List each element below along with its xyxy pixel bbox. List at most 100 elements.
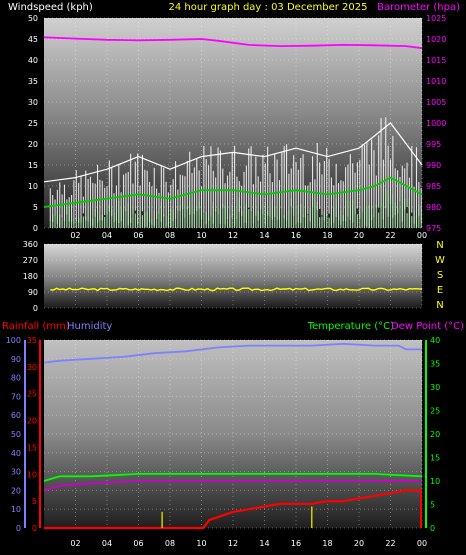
y-right-tick-label: 1015 <box>426 56 446 65</box>
rain-tick-label: 15 <box>27 443 37 452</box>
x-tick-label: 20 <box>354 539 364 548</box>
x-tick-label: 12 <box>228 539 238 548</box>
temperature-tick-label: 20 <box>430 430 440 439</box>
temperature-tick-label: 25 <box>430 407 440 416</box>
y-right-tick-label: 1025 <box>426 14 446 23</box>
x-tick-label: 04 <box>102 231 112 240</box>
compass-label: N <box>436 240 443 251</box>
rain-tick-label: 5 <box>32 497 37 506</box>
temperature-tick-label: 30 <box>430 383 440 392</box>
y-right-tick-label: 985 <box>426 182 441 191</box>
humidity-tick-label: 10 <box>11 505 21 514</box>
compass-label: E <box>437 285 443 296</box>
x-tick-label: 04 <box>102 539 112 548</box>
y-left-tick-label: 45 <box>28 35 38 44</box>
wind-header-label: Windspeed (kph) <box>8 2 93 13</box>
direction-grid <box>44 243 423 309</box>
y-left-tick-label: 25 <box>28 119 38 128</box>
compass-label: N <box>436 300 443 311</box>
y-right-tick-label: 980 <box>426 203 441 212</box>
direction-panel-background <box>44 244 422 308</box>
y-left-tick-label: 15 <box>28 161 38 170</box>
y-left-tick-label: 50 <box>28 14 38 23</box>
rain-tick-label: 25 <box>27 390 37 399</box>
wind-axes: 0510152025303540455097598098599099510001… <box>28 14 447 240</box>
humidity-label: Humidity <box>67 321 112 332</box>
humidity-tick-label: 70 <box>11 392 21 401</box>
x-tick-label: 10 <box>196 539 206 548</box>
humidity-tick-label: 100 <box>6 336 21 345</box>
temperature-line <box>43 472 423 482</box>
x-tick-label: 02 <box>70 231 80 240</box>
rain-tick-label: 30 <box>27 363 37 372</box>
y-right-tick-label: 1010 <box>426 77 446 86</box>
x-tick-label: 18 <box>322 231 332 240</box>
barometer-line <box>43 36 423 50</box>
temperature-tick-label: 0 <box>430 524 435 533</box>
y-left-tick-label: 5 <box>33 203 38 212</box>
y-right-tick-label: 990 <box>426 161 441 170</box>
y-left-tick-label: 30 <box>28 98 38 107</box>
x-tick-label: 18 <box>322 539 332 548</box>
x-tick-label: 02 <box>70 539 80 548</box>
rain-tick-label: 35 <box>27 336 37 345</box>
direction-series <box>50 287 423 292</box>
x-tick-label: 08 <box>165 539 175 548</box>
y-right-tick-label: 1020 <box>426 35 446 44</box>
rain-tick-label: 0 <box>32 524 37 533</box>
x-tick-label: 16 <box>291 231 301 240</box>
y-left-tick-label: 20 <box>28 140 38 149</box>
wind-direction-line <box>50 287 423 292</box>
x-tick-label: 22 <box>385 539 395 548</box>
x-tick-label: 16 <box>291 539 301 548</box>
x-tick-label: 22 <box>385 231 395 240</box>
compass-label: S <box>437 270 443 281</box>
y-left-tick-label: 40 <box>28 56 38 65</box>
wind-average-line <box>43 176 423 208</box>
humidity-tick-label: 30 <box>11 468 21 477</box>
wind-gust-line <box>43 122 423 183</box>
x-tick-label: 12 <box>228 231 238 240</box>
temp-axes: 0102030405060708090100051015202530350510… <box>6 336 440 548</box>
y-left-tick-label: 10 <box>28 182 38 191</box>
y-left-tick-label: 35 <box>28 77 38 86</box>
wind-variation <box>49 117 422 228</box>
x-tick-label: 10 <box>196 231 206 240</box>
direction-tick-label: 90 <box>28 288 38 297</box>
x-tick-label: 14 <box>259 231 269 240</box>
x-tick-label: 00 <box>417 231 427 240</box>
x-tick-label: 14 <box>259 539 269 548</box>
y-left-tick-label: 0 <box>33 224 38 233</box>
rain-total-line <box>44 489 422 530</box>
rainfall-label: Rainfall (mm) <box>2 321 70 332</box>
compass-label: W <box>435 255 445 266</box>
direction-tick-label: 270 <box>23 256 38 265</box>
y-right-tick-label: 975 <box>426 224 441 233</box>
temp-series <box>43 342 423 530</box>
wind-series <box>43 36 423 208</box>
x-tick-label: 06 <box>133 539 143 548</box>
y-right-tick-label: 995 <box>426 140 441 149</box>
temp-panel-background <box>44 340 422 528</box>
humidity-tick-label: 40 <box>11 449 21 458</box>
temperature-tick-label: 15 <box>430 454 440 463</box>
direction-tick-label: 0 <box>33 304 38 313</box>
temperature-tick-label: 35 <box>430 360 440 369</box>
humidity-tick-label: 20 <box>11 486 21 495</box>
humidity-tick-label: 60 <box>11 411 21 420</box>
graph-title: 24 hour graph day : 03 December 2025 <box>169 2 368 13</box>
x-tick-label: 20 <box>354 231 364 240</box>
rain-tick-label: 20 <box>27 417 37 426</box>
y-right-tick-label: 1000 <box>426 119 446 128</box>
barometer-header-label: Barometer (hpa) <box>377 2 460 13</box>
temperature-tick-label: 5 <box>430 501 435 510</box>
dewpoint-label: Dew Point (°C) <box>391 321 464 332</box>
humidity-tick-label: 0 <box>16 524 21 533</box>
humidity-line <box>43 342 422 364</box>
temperature-tick-label: 40 <box>430 336 440 345</box>
x-tick-label: 08 <box>165 231 175 240</box>
x-tick-label: 06 <box>133 231 143 240</box>
direction-tick-label: 180 <box>23 272 38 281</box>
